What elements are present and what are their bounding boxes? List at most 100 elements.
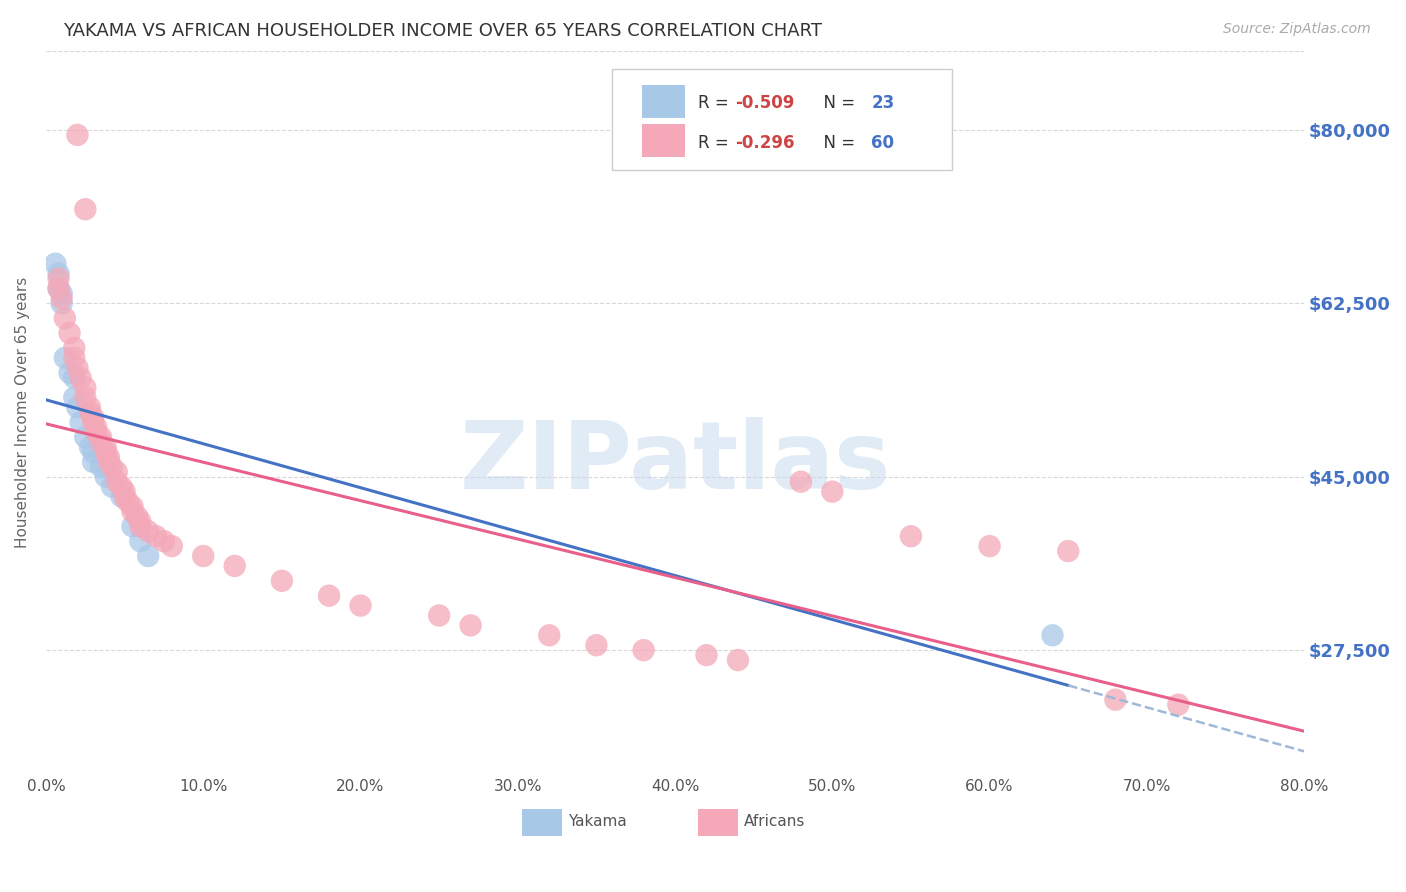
Point (94, 469, 117, 483)
Point (66, 401, 89, 415)
Point (101, 480, 124, 494)
Point (318, 589, 340, 603)
Point (136, 549, 159, 563)
Point (136, 524, 159, 539)
Point (75, 430, 97, 444)
Point (63, 391, 86, 405)
Point (48, 267, 70, 281)
Point (633, 643, 655, 657)
Point (66, 360, 89, 375)
Text: 23: 23 (872, 95, 894, 112)
Point (127, 509, 149, 524)
Point (538, 628, 561, 642)
FancyBboxPatch shape (643, 85, 685, 118)
Text: Yakama: Yakama (568, 814, 627, 829)
Point (270, 574, 292, 588)
Point (114, 490, 136, 504)
Text: ZIPatlas: ZIPatlas (460, 417, 891, 509)
Point (900, 529, 922, 543)
Point (101, 459, 124, 474)
Point (58, 366, 80, 380)
Point (90, 430, 112, 444)
Point (75, 391, 97, 405)
Point (1057, 544, 1080, 558)
Point (1167, 698, 1189, 712)
Point (48, 281, 70, 295)
Point (53, 311, 76, 326)
Point (82, 410, 104, 425)
Point (79, 405, 101, 419)
Point (1104, 692, 1126, 706)
Point (58, 326, 80, 340)
Point (349, 599, 371, 613)
Point (160, 539, 183, 553)
Point (48, 271, 70, 285)
Point (821, 484, 844, 499)
Point (82, 445, 104, 459)
Point (110, 480, 132, 494)
Point (105, 465, 128, 479)
Point (97, 455, 120, 469)
Point (117, 494, 139, 508)
Text: -0.296: -0.296 (735, 134, 794, 152)
Point (82, 455, 104, 469)
Point (145, 529, 167, 543)
Text: N =: N = (814, 134, 860, 152)
Point (51, 286, 73, 301)
Text: R =: R = (697, 134, 734, 152)
Point (94, 445, 117, 459)
Text: R =: R = (697, 95, 734, 112)
Text: YAKAMA VS AFRICAN HOUSEHOLDER INCOME OVER 65 YEARS CORRELATION CHART: YAKAMA VS AFRICAN HOUSEHOLDER INCOME OVE… (63, 22, 823, 40)
Point (110, 490, 132, 504)
Point (585, 638, 607, 652)
Point (84, 425, 107, 439)
Point (51, 296, 73, 310)
Point (90, 435, 112, 450)
Point (790, 475, 813, 489)
Point (121, 500, 143, 514)
Point (224, 558, 246, 573)
Point (53, 351, 76, 365)
Y-axis label: Householder Income Over 65 years: Householder Income Over 65 years (15, 277, 30, 548)
Point (48, 281, 70, 295)
Point (75, 381, 97, 395)
Point (1042, 628, 1064, 642)
Point (90, 459, 112, 474)
Point (63, 351, 86, 365)
Text: -0.509: -0.509 (735, 95, 794, 112)
Point (129, 514, 152, 528)
Point (121, 519, 143, 533)
Point (193, 549, 215, 563)
Point (97, 450, 120, 464)
Point (82, 415, 104, 429)
Point (427, 608, 450, 623)
Point (51, 292, 73, 306)
Point (79, 440, 101, 454)
Text: 60: 60 (872, 134, 894, 152)
Point (979, 539, 1001, 553)
FancyBboxPatch shape (522, 809, 562, 836)
Point (84, 420, 107, 434)
FancyBboxPatch shape (612, 69, 952, 170)
Text: Source: ZipAtlas.com: Source: ZipAtlas.com (1223, 22, 1371, 37)
Point (153, 534, 176, 549)
Point (69, 370, 91, 384)
Point (129, 534, 152, 549)
Point (460, 618, 482, 632)
FancyBboxPatch shape (697, 809, 738, 836)
Point (75, 202, 97, 217)
Point (121, 504, 143, 518)
Point (727, 653, 749, 667)
Point (94, 440, 117, 454)
Point (63, 370, 86, 384)
Point (66, 128, 89, 142)
Point (114, 484, 136, 499)
Point (69, 415, 91, 429)
Point (63, 341, 86, 355)
Point (105, 475, 128, 489)
Point (695, 648, 717, 662)
Text: Africans: Africans (744, 814, 806, 829)
Point (79, 401, 101, 415)
FancyBboxPatch shape (643, 124, 685, 157)
Text: N =: N = (814, 95, 860, 112)
